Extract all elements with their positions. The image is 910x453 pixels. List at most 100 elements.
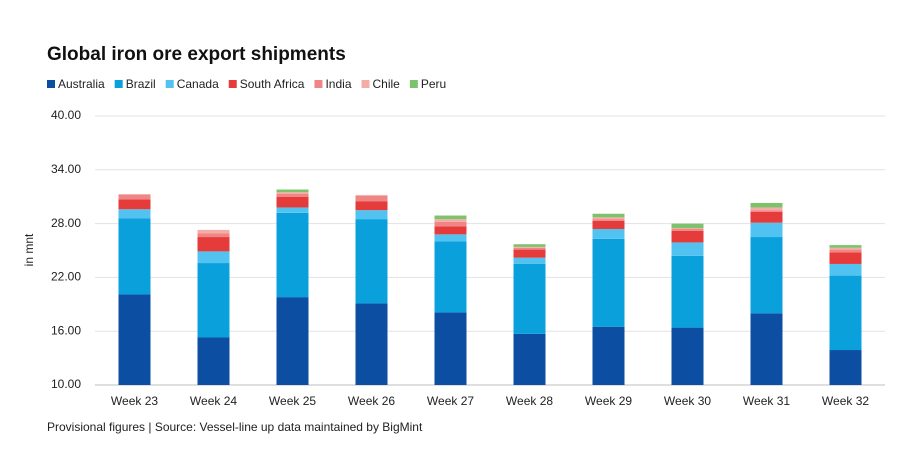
legend: Australia Brazil Canada South Africa India Ch… <box>47 77 446 91</box>
bar-segment <box>513 246 546 248</box>
bar-segment <box>671 228 704 229</box>
x-tick-label: Week 25 <box>269 394 316 408</box>
bar-segment <box>118 218 151 295</box>
bar-segment <box>434 226 467 235</box>
bar-segment <box>276 212 309 298</box>
bar-segment <box>118 209 151 219</box>
bar-segment <box>671 228 704 231</box>
bar-segment <box>829 275 862 351</box>
legend-label: South Africa <box>240 77 305 91</box>
legend-label: India <box>325 77 351 91</box>
legend-label: Brazil <box>126 77 156 91</box>
bar-segment <box>671 255 704 328</box>
x-tick-label: Week 28 <box>506 394 553 408</box>
bar-segment <box>513 333 546 385</box>
legend-swatch <box>314 80 323 88</box>
legend-swatch <box>114 80 123 88</box>
bar-segment <box>434 241 467 313</box>
bar-segment <box>197 229 230 234</box>
y-tick-label: 34.00 <box>51 162 81 176</box>
bar-segment <box>829 263 862 276</box>
bar-segment <box>750 237 783 314</box>
x-tick-label: Week 23 <box>111 394 158 408</box>
bar-segment <box>276 196 309 208</box>
bar-segment <box>434 221 467 227</box>
x-tick-label: Week 24 <box>190 394 237 408</box>
y-axis-label: in mnt <box>22 233 36 266</box>
footnote: Provisional figures | Source: Vessel-lin… <box>47 420 423 434</box>
legend-swatch <box>228 80 237 88</box>
bar-segment <box>592 213 625 218</box>
bar-segment <box>276 207 309 213</box>
y-tick-label: 10.00 <box>51 377 81 391</box>
bar-segment <box>671 223 704 229</box>
bar-segment <box>829 350 862 385</box>
x-tick-label: Week 31 <box>743 394 790 408</box>
chart-title: Global iron ore export shipments <box>47 44 346 65</box>
legend-swatch <box>409 80 418 88</box>
bar-segment <box>829 245 862 248</box>
bar-segment <box>750 222 783 238</box>
bar-segment <box>750 210 783 212</box>
bar-segment <box>197 337 230 385</box>
legend-label: Canada <box>177 77 219 91</box>
x-tick-label: Week 30 <box>664 394 711 408</box>
y-tick-label: 40.00 <box>51 108 81 122</box>
bar-segment <box>592 228 625 239</box>
bar-segment <box>276 189 309 193</box>
bar-segment <box>276 194 309 197</box>
bar-segment <box>671 230 704 243</box>
y-tick-label: 28.00 <box>51 216 81 230</box>
bar-segment <box>197 237 230 252</box>
bar-segment <box>197 251 230 264</box>
bar-segment <box>355 219 388 304</box>
bar-segment <box>750 313 783 385</box>
x-tick-label: Week 29 <box>585 394 632 408</box>
bar-segment <box>276 192 309 195</box>
bar-segment <box>829 247 862 250</box>
bar-segment <box>513 249 546 258</box>
bar-segment <box>513 247 546 250</box>
bar-segment <box>750 211 783 223</box>
bar-segment <box>592 238 625 327</box>
bar-segment <box>592 326 625 385</box>
bar-segment <box>671 327 704 385</box>
bar-segment <box>434 234 467 242</box>
legend-label: Chile <box>373 77 401 91</box>
bar-segment <box>434 215 467 220</box>
bar-segment <box>513 244 546 247</box>
bar-segment <box>197 233 230 238</box>
legend-swatch <box>47 80 55 88</box>
y-tick-label: 16.00 <box>51 323 81 337</box>
bars <box>118 189 862 385</box>
x-tick-label: Week 26 <box>348 394 395 408</box>
bar-segment <box>513 257 546 264</box>
bar-segment <box>355 303 388 385</box>
bar-segment <box>434 219 467 222</box>
x-tick-label: Week 32 <box>822 394 869 408</box>
bar-segment <box>434 312 467 385</box>
legend-swatch <box>361 80 370 88</box>
bar-segment <box>355 195 388 202</box>
legend-label: Australia <box>58 77 105 91</box>
bar-segment <box>592 219 625 221</box>
bar-segment <box>197 263 230 338</box>
bar-segment <box>829 249 862 253</box>
bar-segment <box>118 199 151 210</box>
bar-segment <box>118 194 151 200</box>
bar-segment <box>592 217 625 220</box>
bar-segment <box>355 201 388 211</box>
legend-swatch <box>165 80 174 88</box>
bar-segment <box>513 263 546 334</box>
bar-segment <box>829 252 862 264</box>
bar-segment <box>118 294 151 385</box>
bar-segment <box>671 242 704 256</box>
bar-segment <box>118 194 151 195</box>
bar-segment <box>750 207 783 211</box>
bar-segment <box>355 194 388 196</box>
bar-segment <box>750 202 783 208</box>
x-tick-label: Week 27 <box>427 394 474 408</box>
legend-label: Peru <box>421 77 446 91</box>
bar-segment <box>276 297 309 385</box>
